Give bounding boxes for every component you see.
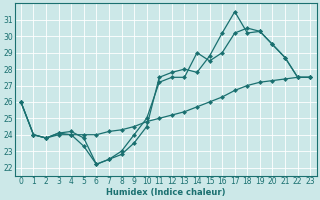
X-axis label: Humidex (Indice chaleur): Humidex (Indice chaleur)	[106, 188, 225, 197]
